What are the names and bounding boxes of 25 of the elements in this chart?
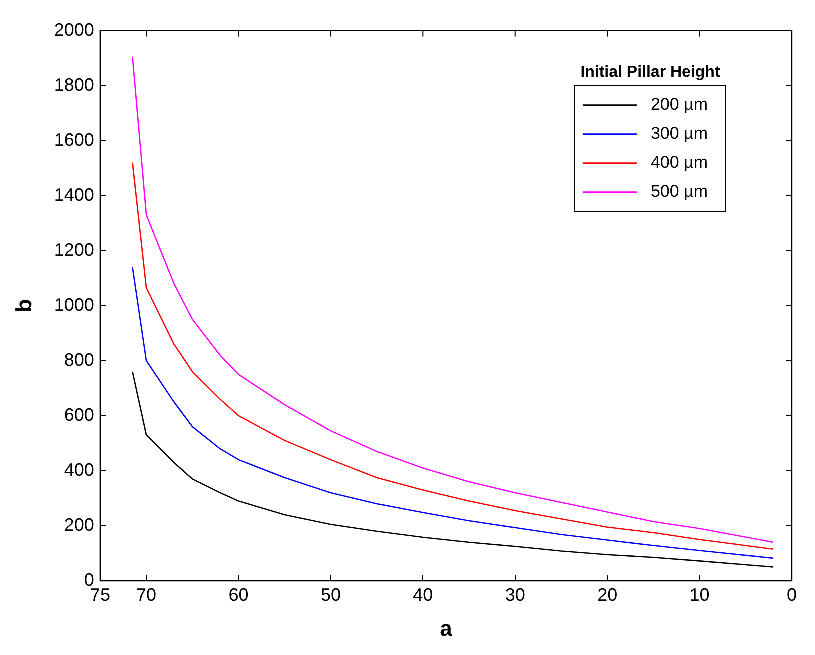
- x-tick-label: 50: [320, 584, 341, 605]
- y-tick-label: 200: [64, 514, 94, 535]
- y-tick-label: 1600: [54, 130, 94, 150]
- legend-title: Initial Pillar Height: [580, 64, 721, 82]
- legend-label: 400 µm: [650, 152, 708, 172]
- y-tick-label: 400: [64, 460, 94, 480]
- y-tick-label: 800: [64, 350, 94, 370]
- x-tick-label: 70: [136, 584, 157, 605]
- legend-label: 300 µm: [650, 124, 708, 143]
- y-tick-label: 2000: [54, 20, 94, 40]
- x-tick-label: 0: [786, 584, 797, 605]
- x-tick-label: 20: [598, 584, 618, 605]
- legend-label: 500 µm: [650, 182, 708, 201]
- y-tick-label: 1000: [54, 294, 94, 315]
- y-tick-label: 1400: [54, 184, 94, 205]
- x-tick-label: 10: [690, 584, 710, 605]
- y-tick-label: 1200: [54, 240, 94, 260]
- x-tick-label: 40: [413, 584, 434, 605]
- x-tick-label: 60: [228, 584, 249, 605]
- y-axis-title: b: [11, 299, 36, 313]
- x-axis-title: a: [440, 616, 454, 641]
- y-tick-label: 600: [64, 404, 94, 425]
- y-tick-label: 1800: [54, 74, 94, 95]
- legend-label: 200 µm: [650, 94, 708, 114]
- x-tick-label: 30: [505, 584, 526, 605]
